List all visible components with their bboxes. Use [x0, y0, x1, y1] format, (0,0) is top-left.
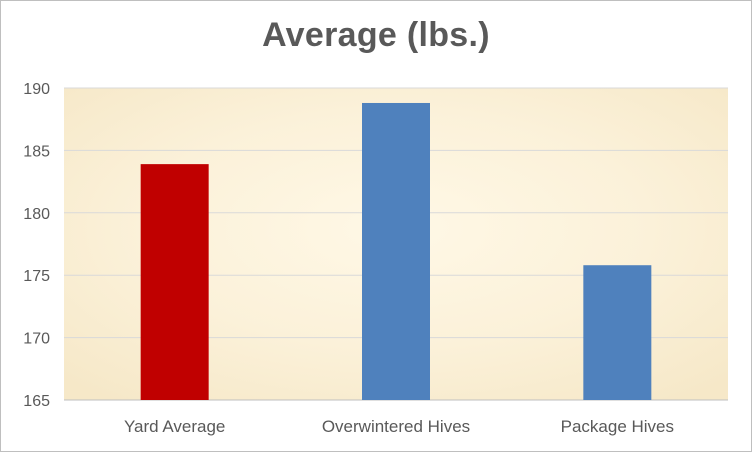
y-tick-label: 165 [23, 393, 50, 410]
x-category-label: Package Hives [561, 417, 674, 436]
y-tick-label: 170 [23, 331, 50, 348]
x-axis-categories: Yard Average Overwintered Hives Package Hi… [124, 417, 674, 436]
bar-overwintered-hives [362, 102, 430, 400]
y-tick-label: 175 [23, 268, 50, 285]
x-category-label: Yard Average [124, 417, 225, 436]
y-tick-label: 185 [23, 143, 50, 160]
y-tick-label: 190 [23, 81, 50, 98]
y-axis-ticks: 165 170 175 180 185 190 [23, 81, 50, 410]
chart-title: Average (lbs.) [262, 16, 490, 54]
bar-package-hives [583, 265, 652, 400]
bars [140, 102, 652, 400]
bar-yard-average [140, 164, 209, 400]
x-category-label: Overwintered Hives [322, 417, 470, 436]
y-tick-label: 180 [23, 206, 50, 223]
